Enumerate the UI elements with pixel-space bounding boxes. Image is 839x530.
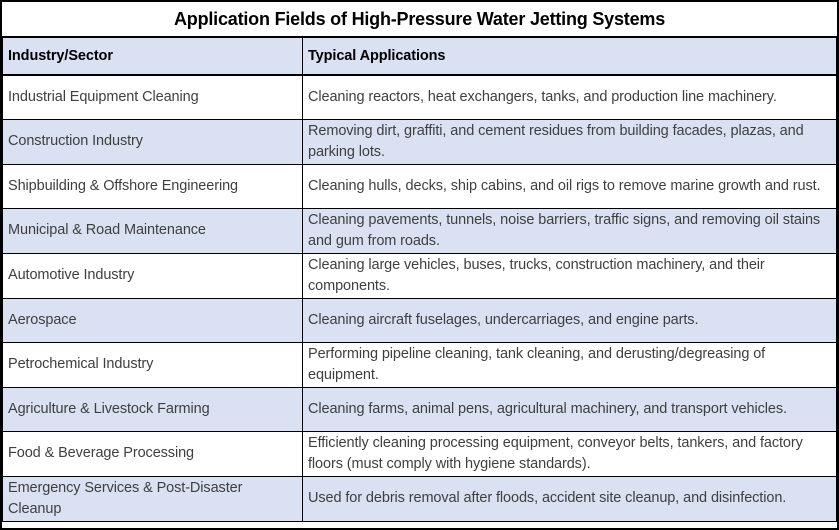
table-row: Municipal & Road Maintenance Cleaning pav… [2, 207, 837, 254]
header-row: Industry/Sector Typical Applications [2, 36, 837, 76]
table-body: Industrial Equipment Cleaning Cleaning re… [2, 74, 837, 522]
typical-application-cell: Cleaning hulls, decks, ship cabins, and … [302, 163, 837, 209]
table-row: Agriculture & Livestock Farming Cleaning … [2, 386, 837, 432]
typical-application-cell: Cleaning farms, animal pens, agricultura… [302, 386, 837, 432]
typical-application-cell: Cleaning large vehicles, buses, trucks, … [302, 252, 837, 299]
table-row: Food & Beverage Processing Efficiently cl… [2, 430, 837, 477]
table-row: Petrochemical Industry Performing pipelin… [2, 341, 837, 388]
table-row: Industrial Equipment Cleaning Cleaning re… [2, 74, 837, 120]
typical-application-cell: Cleaning pavements, tunnels, noise barri… [302, 207, 837, 254]
page-title: Application Fields of High-Pressure Wate… [173, 8, 666, 29]
industry-sector-cell: Agriculture & Livestock Farming [2, 386, 303, 432]
column-header-industry-sector: Industry/Sector [2, 36, 303, 76]
applications-table: Industry/Sector Typical Applications Ind… [2, 36, 837, 522]
typical-application-cell: Cleaning reactors, heat exchangers, tank… [302, 74, 837, 120]
typical-application-cell: Removing dirt, graffiti, and cement resi… [302, 118, 837, 165]
industry-sector-cell: Automotive Industry [2, 252, 303, 299]
typical-application-cell: Cleaning aircraft fuselages, undercarria… [302, 297, 837, 343]
industry-sector-cell: Petrochemical Industry [2, 341, 303, 388]
table-row: Emergency Services & Post-Disaster Clean… [2, 475, 837, 522]
industry-sector-cell: Municipal & Road Maintenance [2, 207, 303, 254]
industry-sector-cell: Industrial Equipment Cleaning [2, 74, 303, 120]
industry-sector-cell: Emergency Services & Post-Disaster Clean… [2, 475, 303, 522]
table-row: Automotive Industry Cleaning large vehicl… [2, 252, 837, 299]
table-row: Construction Industry Removing dirt, graf… [2, 118, 837, 165]
industry-sector-cell: Construction Industry [2, 118, 303, 165]
industry-sector-cell: Food & Beverage Processing [2, 430, 303, 477]
table-row: Shipbuilding & Offshore Engineering Clean… [2, 163, 837, 209]
typical-application-cell: Performing pipeline cleaning, tank clean… [302, 341, 837, 388]
typical-application-cell: Efficiently cleaning processing equipmen… [302, 430, 837, 477]
table-row: Aerospace Cleaning aircraft fuselages, un… [2, 297, 837, 343]
industry-sector-cell: Shipbuilding & Offshore Engineering [2, 163, 303, 209]
industry-sector-cell: Aerospace [2, 297, 303, 343]
typical-application-cell: Used for debris removal after floods, ac… [302, 475, 837, 522]
column-header-typical-applications: Typical Applications [302, 36, 837, 76]
